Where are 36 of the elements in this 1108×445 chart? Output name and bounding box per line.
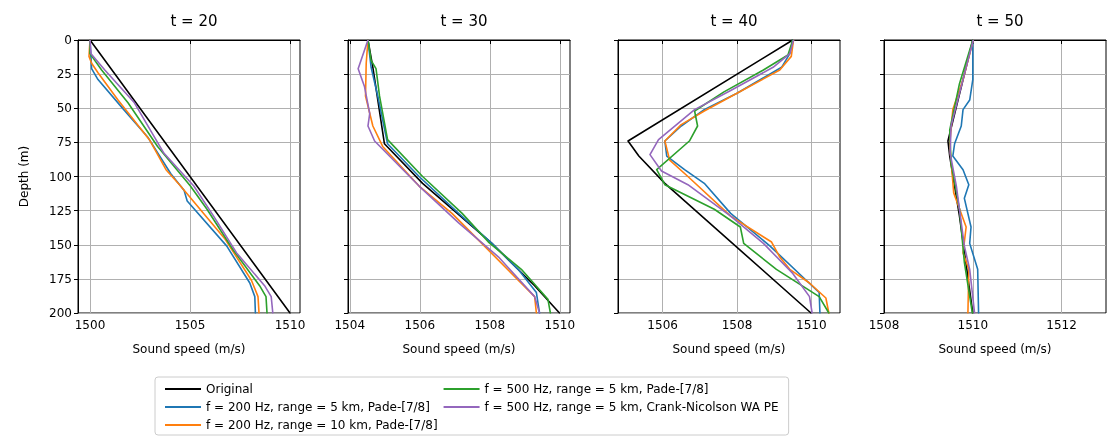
- y-tick-label: 200: [49, 306, 72, 320]
- x-tick-label: 1510: [544, 318, 576, 332]
- x-axis-title: Sound speed (m/s): [938, 342, 1052, 356]
- x-tick-label: 1510: [274, 318, 306, 332]
- y-tick-label: 175: [49, 271, 72, 286]
- y-tick-label: 25: [56, 67, 72, 82]
- x-axis-title: Sound speed (m/s): [402, 342, 516, 356]
- x-tick-label: 1506: [647, 318, 678, 332]
- y-tick-label: 50: [56, 101, 72, 116]
- x-tick-label: 1506: [404, 318, 436, 332]
- x-tick-label: 1500: [74, 318, 106, 332]
- legend-label: f = 200 Hz, range = 5 km, Pade-[7/8]: [206, 400, 430, 414]
- y-tick-label: 75: [56, 135, 72, 150]
- x-tick-label: 1510: [957, 318, 989, 332]
- legend-label: f = 200 Hz, range = 10 km, Pade-[7/8]: [206, 418, 438, 432]
- x-tick-label: 1510: [796, 318, 827, 332]
- y-tick-label: 0: [64, 33, 72, 47]
- y-tick-label: 100: [49, 169, 72, 184]
- chart-title: t = 50: [976, 11, 1024, 30]
- y-tick-label: 125: [49, 203, 72, 218]
- x-tick-label: 1508: [868, 318, 900, 332]
- chart-title: t = 40: [710, 11, 758, 30]
- x-tick-label: 1508: [474, 318, 506, 332]
- x-axis-title: Sound speed (m/s): [672, 342, 786, 356]
- y-tick-label: 150: [49, 237, 72, 252]
- x-tick-label: 1508: [721, 318, 753, 332]
- x-tick-label: 1505: [174, 318, 206, 332]
- x-tick-label: 1512: [1046, 318, 1077, 332]
- x-tick-label: 1504: [334, 318, 366, 332]
- legend-label: Original: [206, 382, 253, 396]
- x-axis-title: Sound speed (m/s): [132, 342, 246, 356]
- chart-title: t = 30: [440, 11, 488, 30]
- legend-label: f = 500 Hz, range = 5 km, Pade-[7/8]: [484, 382, 709, 396]
- y-axis-title: Depth (m): [17, 145, 31, 208]
- chart-title: t = 20: [170, 11, 218, 30]
- legend-label: f = 500 Hz, range = 5 km, Crank-Nicolson WA PE: [484, 400, 779, 414]
